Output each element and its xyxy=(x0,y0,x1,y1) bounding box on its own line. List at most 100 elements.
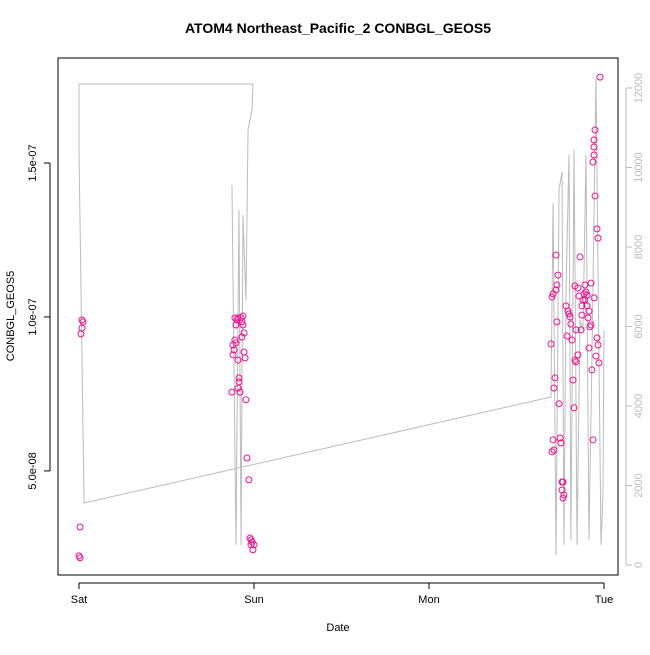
data-point xyxy=(250,541,258,549)
data-point xyxy=(241,354,249,362)
data-point xyxy=(560,491,568,499)
data-point xyxy=(234,384,242,392)
data-point xyxy=(234,356,242,364)
data-point xyxy=(566,313,574,321)
data-point xyxy=(585,344,593,352)
data-point xyxy=(230,346,238,354)
data-point xyxy=(590,151,598,159)
y-tick-label: 1.5e-07 xyxy=(27,144,39,181)
data-point xyxy=(594,234,602,242)
y2-tick-label: 10000 xyxy=(633,152,645,183)
data-point xyxy=(587,279,595,287)
x-tick-label: Tue xyxy=(595,594,614,606)
data-point xyxy=(574,351,582,359)
data-point xyxy=(582,288,590,296)
data-point xyxy=(590,136,598,144)
data-point xyxy=(593,334,601,342)
y-tick-label: 1.0e-07 xyxy=(27,298,39,335)
data-point xyxy=(585,307,593,315)
data-point xyxy=(228,388,236,396)
data-point xyxy=(232,339,240,347)
data-point xyxy=(551,374,559,382)
data-point xyxy=(550,446,558,454)
y2-tick-label: 4000 xyxy=(633,394,645,418)
y2-tick-label: 0 xyxy=(633,562,645,568)
data-point xyxy=(572,326,580,334)
data-point xyxy=(568,336,576,344)
data-point xyxy=(240,329,248,337)
data-point xyxy=(239,312,247,320)
data-point xyxy=(576,253,584,261)
data-point xyxy=(589,436,597,444)
data-point xyxy=(559,494,567,502)
data-point xyxy=(589,158,597,166)
data-point xyxy=(553,281,561,289)
data-point xyxy=(235,374,243,382)
data-point xyxy=(587,321,595,329)
data-point xyxy=(245,476,253,484)
data-point xyxy=(239,321,247,329)
data-point xyxy=(595,359,603,367)
plot-frame xyxy=(57,57,619,576)
data-point xyxy=(570,404,578,412)
data-point xyxy=(572,358,580,366)
data-point xyxy=(592,352,600,360)
data-point xyxy=(547,340,555,348)
y2-tick-label: 8000 xyxy=(633,235,645,259)
data-point xyxy=(590,143,598,151)
data-point xyxy=(234,314,242,322)
data-point xyxy=(574,284,582,292)
data-point xyxy=(238,333,246,341)
data-point xyxy=(554,271,562,279)
data-point xyxy=(591,192,599,200)
data-point xyxy=(549,436,557,444)
data-point xyxy=(77,330,85,338)
data-point xyxy=(583,291,591,299)
data-point xyxy=(229,351,237,359)
data-point xyxy=(557,439,565,447)
data-point xyxy=(548,293,556,301)
data-point xyxy=(550,384,558,392)
data-point xyxy=(593,225,601,233)
data-point xyxy=(596,73,604,81)
data-point xyxy=(553,318,561,326)
data-point xyxy=(591,126,599,134)
data-point xyxy=(559,478,567,486)
data-point xyxy=(552,251,560,259)
x-tick-label: Sun xyxy=(244,594,264,606)
data-point xyxy=(594,341,602,349)
data-point xyxy=(584,314,592,322)
data-point xyxy=(565,310,573,318)
data-point xyxy=(555,400,563,408)
data-point xyxy=(590,294,598,302)
data-point xyxy=(76,554,84,562)
data-point xyxy=(578,311,586,319)
y2-tick-label: 12000 xyxy=(633,73,645,104)
data-point xyxy=(581,281,589,289)
data-point xyxy=(563,332,571,340)
data-point xyxy=(569,376,577,384)
data-point xyxy=(567,320,575,328)
data-point xyxy=(236,388,244,396)
data-point xyxy=(243,454,251,462)
x-axis-label: Date xyxy=(326,622,349,634)
data-point xyxy=(588,366,596,374)
x-tick-label: Mon xyxy=(418,594,439,606)
data-point xyxy=(76,523,84,531)
data-point xyxy=(552,286,560,294)
x-tick-label: Sat xyxy=(71,594,88,606)
y2-tick-label: 2000 xyxy=(633,473,645,497)
data-point xyxy=(242,396,250,404)
data-point xyxy=(577,326,585,334)
altitude-line xyxy=(78,77,605,555)
data-point xyxy=(237,314,245,322)
chart-title: ATOM4 Northeast_Pacific_2 CONBGL_GEOS5 xyxy=(185,20,491,36)
data-point xyxy=(556,434,564,442)
data-point xyxy=(79,318,87,326)
y-tick-label: 5.0e-08 xyxy=(27,452,39,489)
data-point xyxy=(232,321,240,329)
data-point xyxy=(249,546,257,554)
data-point xyxy=(548,448,556,456)
y2-tick-label: 6000 xyxy=(633,314,645,338)
